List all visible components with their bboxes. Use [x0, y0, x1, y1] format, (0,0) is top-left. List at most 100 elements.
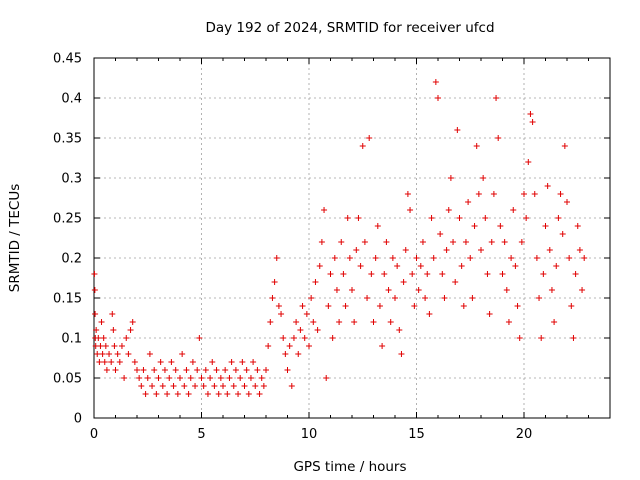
data-point: [357, 263, 364, 269]
data-point: [106, 351, 113, 357]
data-point: [338, 239, 345, 245]
y-tick-label: 0.4: [61, 92, 82, 107]
data-point: [490, 191, 497, 197]
data-point: [486, 311, 493, 317]
data-point: [316, 263, 323, 269]
data-point: [428, 215, 435, 221]
data-point: [445, 207, 452, 213]
data-point: [125, 351, 132, 357]
data-point: [572, 271, 579, 277]
data-point: [411, 303, 418, 309]
data-point: [275, 303, 282, 309]
data-point: [437, 231, 444, 237]
data-point: [531, 191, 538, 197]
data-point: [533, 255, 540, 261]
data-point: [574, 223, 581, 229]
data-point: [364, 295, 371, 301]
y-tick-label: 0.15: [53, 292, 82, 307]
data-point: [488, 239, 495, 245]
data-point: [265, 343, 272, 349]
data-point: [288, 383, 295, 389]
data-point: [282, 351, 289, 357]
data-point: [349, 287, 355, 293]
y-tick-label: 0.35: [53, 132, 82, 147]
data-point: [102, 343, 109, 349]
data-point: [155, 375, 162, 381]
data-point: [267, 319, 274, 325]
x-axis-label: GPS time / hours: [293, 459, 406, 475]
data-point: [521, 191, 527, 197]
data-point: [96, 359, 103, 365]
data-point: [447, 175, 454, 181]
axis-ticks: [93, 57, 610, 419]
data-point: [98, 319, 105, 325]
data-point: [351, 319, 358, 325]
data-point: [374, 223, 381, 229]
data-point: [551, 319, 558, 325]
data-point: [499, 271, 506, 277]
data-point: [284, 367, 291, 373]
data-point: [172, 367, 179, 373]
data-point: [220, 383, 226, 389]
data-point: [114, 351, 121, 357]
data-point: [297, 327, 304, 333]
data-point: [435, 95, 441, 101]
data-point: [232, 367, 239, 373]
x-tick-label: 20: [516, 427, 533, 442]
data-point: [559, 231, 566, 237]
data-point: [376, 303, 383, 309]
chart-title: Day 192 of 2024, SRMTID for receiver ufc…: [205, 20, 494, 36]
data-point: [342, 303, 349, 309]
data-point: [235, 391, 242, 397]
data-point: [140, 367, 147, 373]
data-point: [170, 383, 177, 389]
y-tick-label: 0.3: [61, 172, 82, 187]
x-tick-labels: 0 5 10 15 20: [90, 427, 532, 442]
data-point: [181, 383, 188, 389]
data-point: [546, 247, 553, 253]
data-point: [263, 367, 269, 373]
data-point: [503, 287, 510, 293]
y-axis-label: SRMTID / TECUs: [7, 184, 23, 292]
data-point: [454, 127, 461, 133]
data-point: [419, 239, 426, 245]
data-point: [112, 367, 119, 373]
data-point: [177, 375, 183, 381]
data-point: [510, 207, 517, 213]
data-point: [290, 335, 297, 341]
data-point: [555, 215, 562, 221]
data-point: [174, 391, 181, 397]
data-point: [136, 375, 143, 381]
data-point: [245, 391, 252, 397]
data-point: [359, 143, 366, 149]
data-point: [413, 255, 420, 261]
data-point: [497, 223, 504, 229]
data-point: [458, 263, 465, 269]
data-point: [217, 375, 224, 381]
data-point: [97, 343, 104, 349]
data-point: [202, 367, 209, 373]
data-point: [111, 343, 118, 349]
data-point: [118, 343, 125, 349]
data-point: [387, 319, 394, 325]
data-point: [256, 391, 263, 397]
data-point: [439, 271, 446, 277]
data-point: [121, 375, 128, 381]
data-point: [394, 263, 401, 269]
data-point: [116, 359, 123, 365]
data-point: [392, 295, 398, 301]
data-point: [213, 367, 220, 373]
data-point: [237, 375, 244, 381]
data-point: [385, 287, 392, 293]
data-point: [544, 183, 551, 189]
data-point: [456, 215, 463, 221]
data-point: [346, 255, 353, 261]
data-point: [557, 191, 564, 197]
data-point: [103, 367, 110, 373]
data-point: [400, 279, 407, 285]
data-point: [243, 367, 250, 373]
data-point: [518, 239, 525, 245]
data-point: [430, 255, 437, 261]
data-point: [230, 383, 237, 389]
data-point: [215, 391, 222, 397]
